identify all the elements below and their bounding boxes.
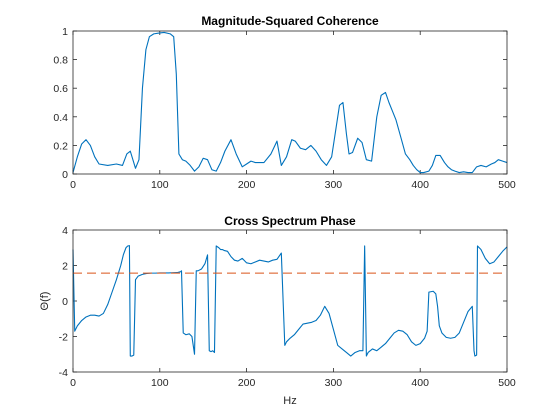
phase-ytick-label: -4: [59, 367, 68, 379]
phase-xtick-label: 0: [70, 377, 76, 389]
phase-axes-box: [72, 229, 508, 373]
coherence-series-line: [72, 31, 508, 174]
phase-ytick-label: 4: [62, 225, 68, 237]
coherence-ticks: 0 100 200 300 400 500 0 0.2 0.4 0.6 0.8 1: [53, 26, 516, 191]
phase-ytick-label: 2: [62, 261, 68, 273]
coherence-xtick-label: 200: [238, 179, 256, 191]
phase-xtick-label: 200: [238, 377, 256, 389]
phase-xtick-label: 400: [411, 377, 429, 389]
coherence-xtick-label: 500: [498, 179, 516, 191]
phase-series: [72, 245, 508, 357]
coherence-plot: Magnitude-Squared Coherence 0 100 200 300 40…: [53, 14, 516, 191]
coherence-xtick-label: 0: [70, 179, 76, 191]
coherence-xtick-label: 400: [411, 179, 429, 191]
coherence-ytick-label: 1: [62, 26, 68, 38]
phase-xtick-label: 300: [325, 377, 343, 389]
coherence-xtick-label: 100: [151, 179, 169, 191]
coherence-xtick-label: 300: [325, 179, 343, 191]
phase-ylabel: Θ(f): [39, 292, 51, 311]
phase-title: Cross Spectrum Phase: [224, 214, 356, 228]
phase-ytick-label: 0: [62, 296, 68, 308]
coherence-ytick-label: 0.6: [53, 83, 68, 95]
phase-xtick-label: 100: [151, 377, 169, 389]
coherence-ytick-label: 0.2: [53, 140, 68, 152]
coherence-ytick-label: 0.4: [53, 112, 68, 124]
phase-series-line: [72, 245, 508, 357]
phase-ticks: 0 100 200 300 400 500 -4 -2 0 2 4: [59, 225, 516, 389]
phase-ytick-label: -2: [59, 332, 68, 344]
coherence-series: [72, 31, 508, 174]
coherence-title: Magnitude-Squared Coherence: [201, 14, 379, 28]
phase-xtick-label: 500: [498, 377, 516, 389]
coherence-axes-box: [72, 30, 508, 175]
coherence-ytick-label: 0.8: [53, 55, 68, 67]
phase-xlabel: Hz: [283, 395, 296, 407]
coherence-ytick-label: 0: [62, 169, 68, 181]
phase-plot: Cross Spectrum Phase 0 100 200 300 400 500 -4 -…: [39, 214, 516, 407]
